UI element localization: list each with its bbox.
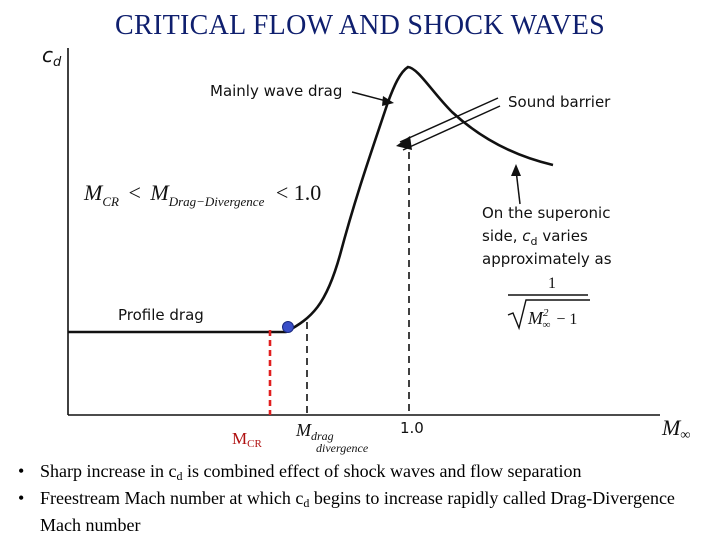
profile-drag-label: Profile drag — [118, 306, 204, 324]
mcr-tick-label: MCR — [232, 429, 262, 450]
formula-sqrt-sign — [507, 299, 590, 331]
sound-barrier-label: Sound barrier — [508, 93, 611, 111]
bullet-list: Sharp increase in cd is combined effect … — [14, 460, 714, 536]
bullet-subscript: d — [303, 496, 310, 510]
mcr-inequality: MCR < MDrag−Divergence < 1.0 — [83, 180, 321, 211]
bullet-text: is combined effect of shock waves and fl… — [182, 461, 582, 481]
mdrag-tick-label: Mdrag — [295, 420, 334, 443]
bullet-subscript: d — [176, 469, 183, 483]
sound-barrier-arrow — [399, 97, 499, 143]
bullet-text: begins to increase rapidly called Drag-D… — [40, 488, 675, 535]
x-axis-label: M∞ — [661, 415, 690, 443]
bullet-item: Freestream Mach number at which cd begin… — [14, 487, 714, 536]
bullet-text: Freestream Mach number at which c — [40, 488, 304, 508]
supersonic-arrowhead — [511, 164, 521, 176]
sound-barrier-arrowhead — [396, 136, 412, 150]
bullet-text: Sharp increase in c — [40, 461, 177, 481]
mach-one-tick-label: 1.0 — [400, 419, 424, 437]
mainly-wave-drag-label: Mainly wave drag — [210, 82, 342, 100]
formula-denominator: M2 ∞ − 1 — [527, 307, 577, 331]
sound-barrier-arrow-line2 — [402, 105, 501, 151]
slide-title: CRITICAL FLOW AND SHOCK WAVES — [115, 10, 605, 41]
drag-curve — [68, 65, 554, 334]
supersonic-line-1: On the superonic — [482, 204, 610, 222]
wave-drag-arrowhead — [382, 96, 394, 106]
formula-numerator: 1 — [548, 275, 556, 292]
mcr-marker — [282, 321, 294, 333]
bullet-item: Sharp increase in cd is combined effect … — [14, 460, 714, 487]
supersonic-line-3: approximately as — [482, 250, 612, 268]
y-axis-label: cd — [42, 43, 62, 70]
mdrag-tick-sublabel: divergence — [316, 441, 369, 455]
supersonic-line-2: side, cd varies — [482, 227, 588, 249]
